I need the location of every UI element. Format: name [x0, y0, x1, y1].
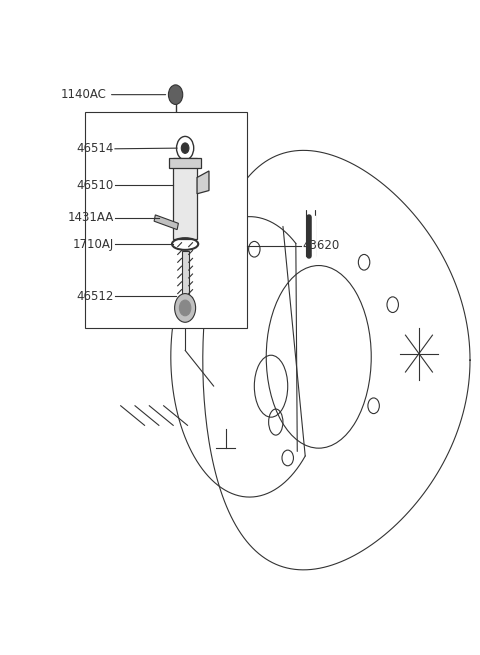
Text: 1140AC: 1140AC — [60, 88, 107, 101]
Circle shape — [181, 143, 189, 153]
Circle shape — [175, 293, 196, 322]
Circle shape — [168, 85, 183, 104]
Text: 1710AJ: 1710AJ — [72, 238, 114, 250]
Text: 43620: 43620 — [302, 240, 339, 252]
Bar — [173, 158, 197, 240]
Text: 46510: 46510 — [76, 179, 114, 192]
Text: 1431AA: 1431AA — [67, 212, 114, 225]
Bar — [169, 158, 201, 168]
Bar — [85, 112, 247, 328]
Bar — [154, 215, 179, 230]
Text: 46514: 46514 — [76, 142, 114, 155]
Polygon shape — [197, 171, 209, 194]
Bar — [181, 251, 189, 301]
Circle shape — [180, 300, 191, 316]
Text: 46512: 46512 — [76, 290, 114, 303]
